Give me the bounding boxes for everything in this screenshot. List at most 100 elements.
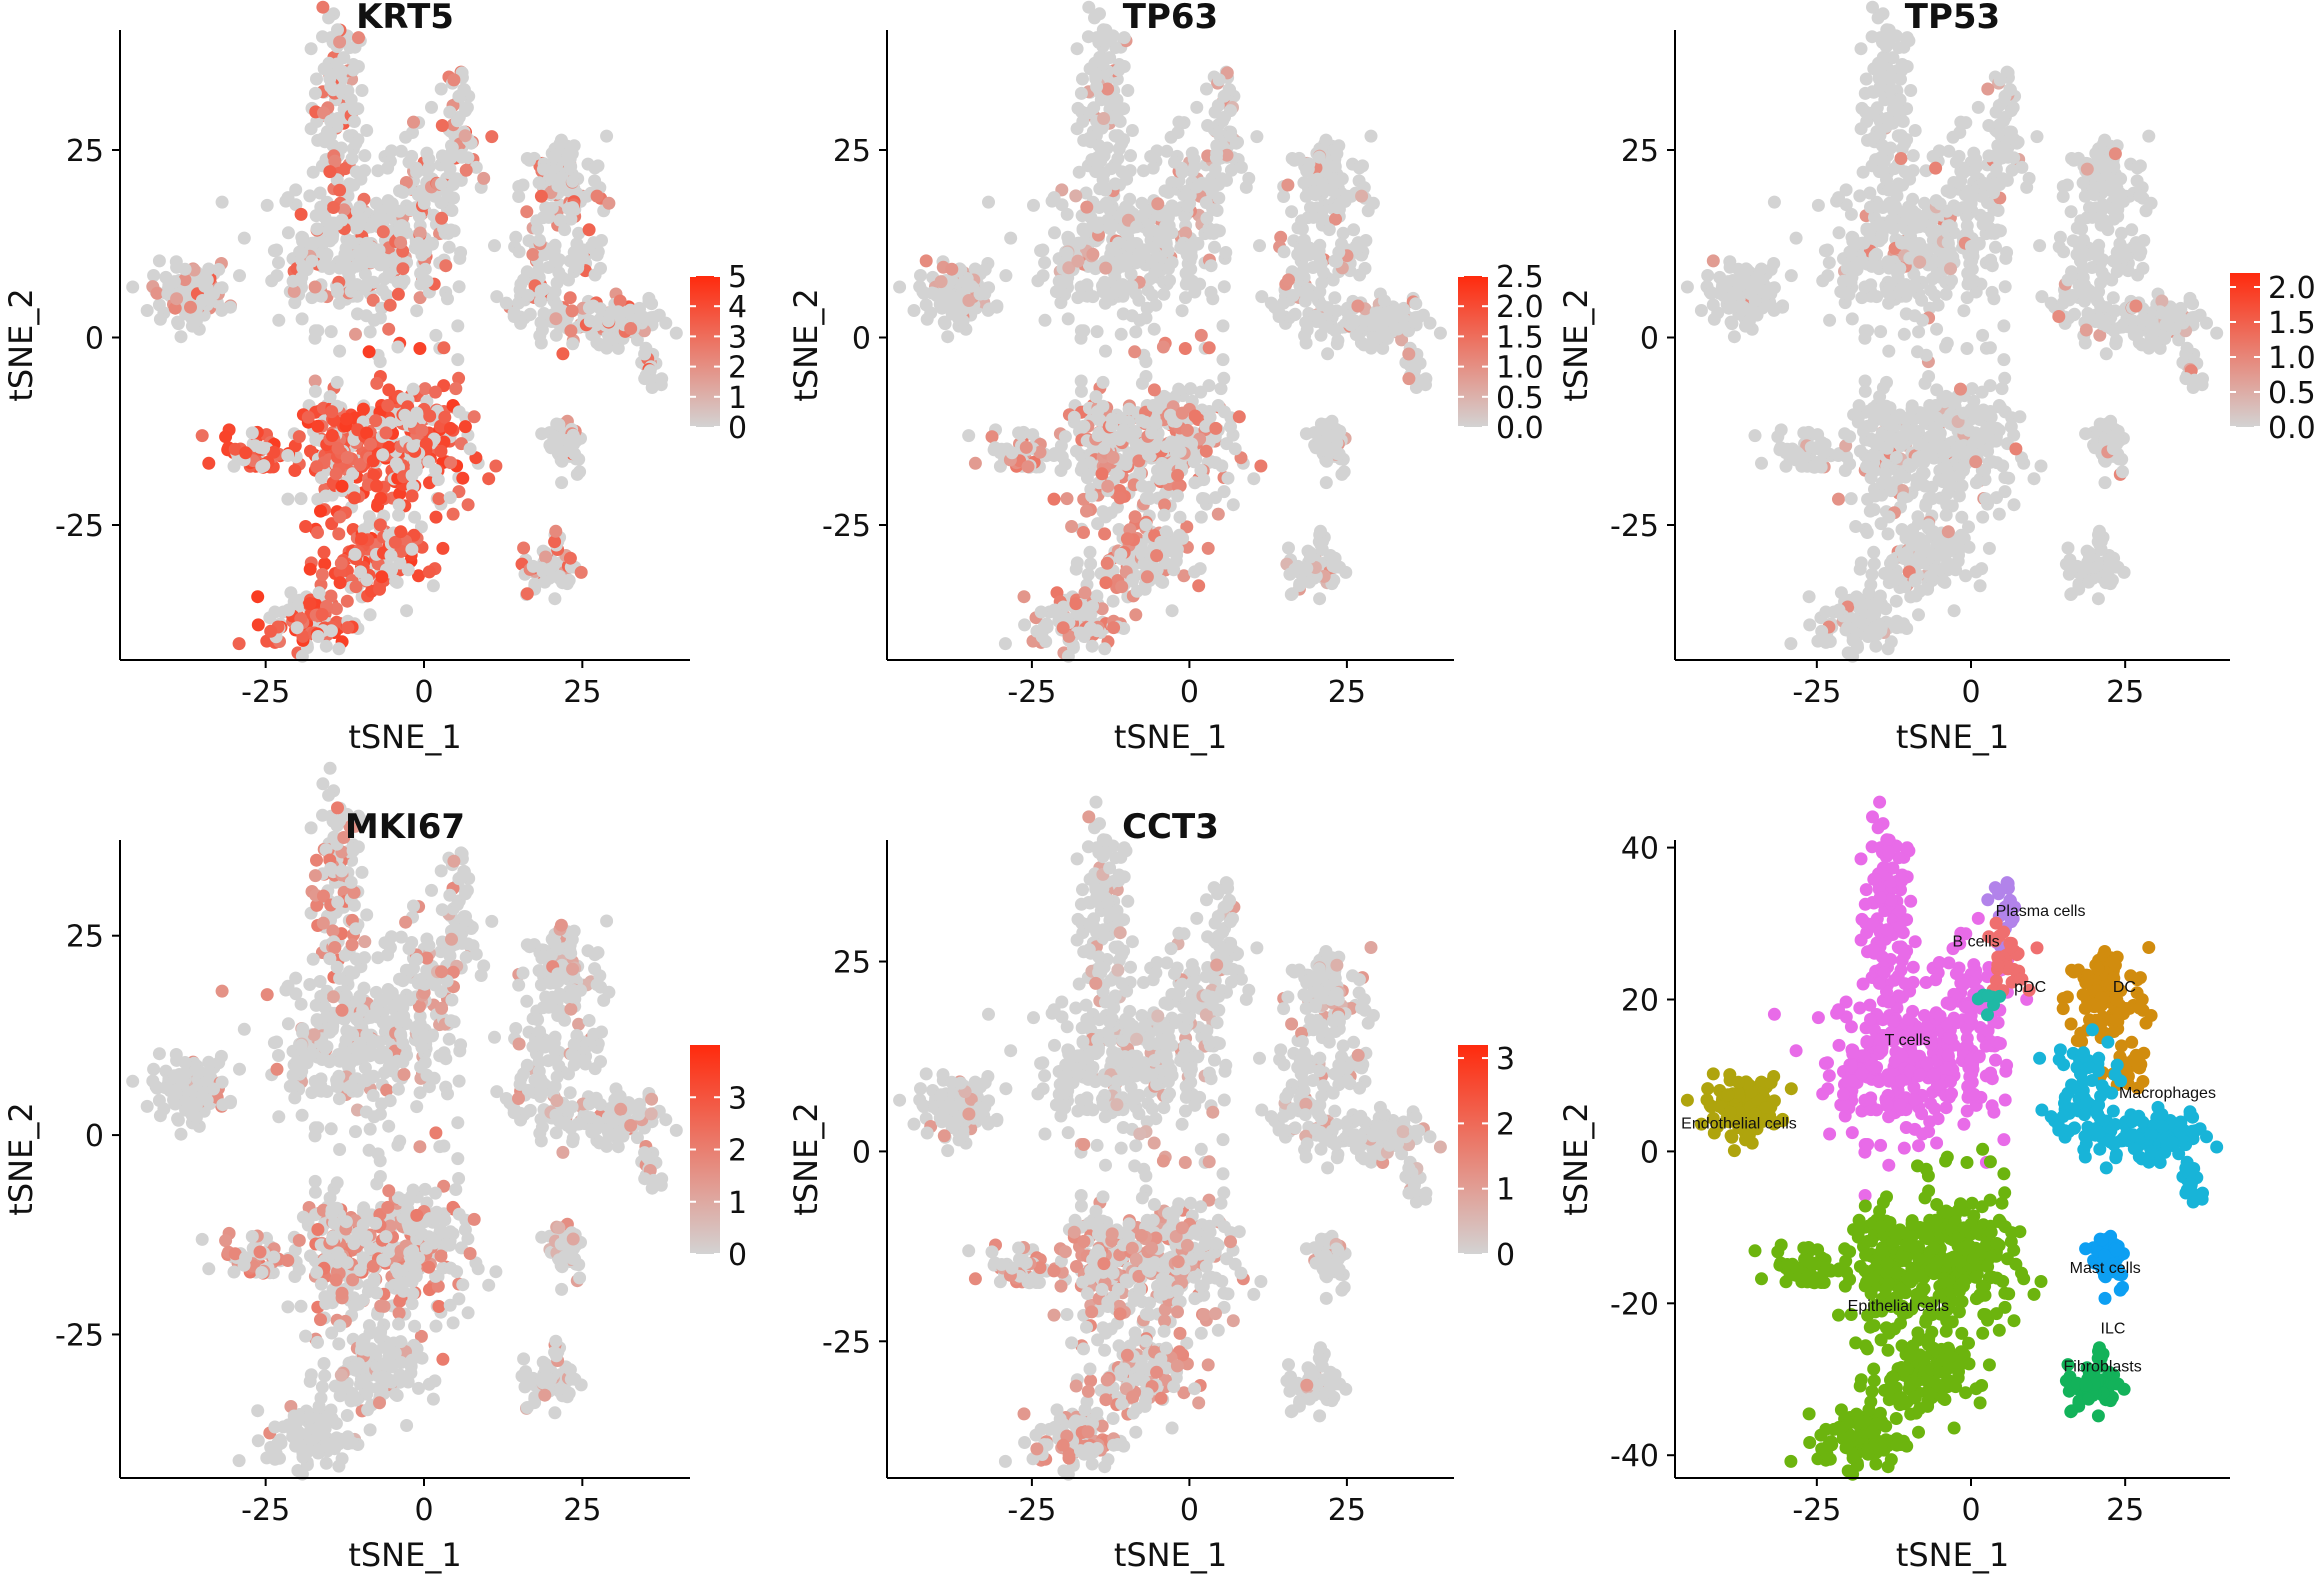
cell-point	[2156, 306, 2169, 320]
cell-point	[1723, 292, 1737, 306]
cell-point	[1157, 287, 1171, 301]
cell-point	[1036, 269, 1050, 283]
cell-point	[1138, 243, 1152, 257]
cell-point	[1931, 298, 1945, 312]
cell-point	[1864, 471, 1878, 485]
cell-point	[1312, 150, 1326, 164]
cell-point	[311, 419, 325, 433]
cell-point	[2098, 133, 2112, 147]
cell-point	[2004, 129, 2018, 143]
cell-point	[2109, 174, 2123, 188]
cell-point	[1165, 604, 1179, 618]
cell-point	[281, 449, 295, 462]
cell-point	[2173, 311, 2187, 325]
cell-point	[2129, 299, 2143, 313]
cell-point	[429, 510, 443, 524]
cell-point	[1987, 292, 2001, 306]
cell-point	[376, 225, 390, 239]
cell-point	[314, 504, 327, 518]
cell-point	[982, 302, 996, 316]
cell-point	[587, 236, 601, 250]
cell-point	[1759, 287, 1773, 301]
cell-point	[1882, 296, 1896, 310]
cell-point	[482, 472, 496, 486]
cell-point	[573, 465, 587, 479]
cell-point	[408, 510, 422, 524]
cell-point	[1089, 165, 1103, 179]
cell-point	[1319, 476, 1333, 490]
cell-point	[1250, 130, 1264, 144]
legend-tick-label: 2.0	[1496, 290, 1544, 325]
cell-point	[396, 185, 410, 199]
legend-tick-label: 0	[728, 411, 747, 446]
cell-point	[1906, 149, 1920, 163]
cell-point	[332, 296, 346, 310]
y-axis-title: tSNE_2	[2, 288, 40, 401]
cell-point	[1209, 456, 1223, 470]
cell-point	[425, 100, 438, 114]
cell-point	[315, 608, 329, 621]
cell-point	[1330, 201, 1344, 215]
cell-point	[1159, 525, 1173, 539]
cell-point	[333, 183, 347, 197]
cell-point	[1232, 410, 1246, 424]
cell-point	[367, 313, 381, 327]
legend-tick-label: 0.5	[1496, 381, 1544, 416]
cell-point	[346, 63, 360, 77]
cell-point	[380, 288, 394, 302]
cell-point	[1077, 526, 1090, 539]
cell-point	[354, 251, 368, 265]
cell-point	[2060, 178, 2074, 192]
cell-point	[1212, 224, 1226, 238]
cell-point	[1105, 412, 1119, 426]
cell-point	[325, 429, 339, 442]
cell-point	[290, 621, 304, 635]
cell-point	[1388, 322, 1402, 335]
cell-point	[1083, 545, 1097, 559]
cell-point	[352, 31, 365, 45]
cell-point	[2091, 150, 2105, 164]
cell-point	[1737, 300, 1751, 314]
cell-point	[1851, 410, 1865, 424]
cell-point	[1991, 146, 2005, 160]
cell-point	[360, 124, 374, 137]
cell-point	[1882, 261, 1896, 275]
cell-point	[534, 294, 547, 308]
cell-point	[1142, 225, 1156, 239]
cell-point	[1091, 405, 1105, 419]
cell-point	[264, 624, 278, 638]
cell-point	[523, 307, 537, 321]
cell-point	[1300, 561, 1314, 575]
cell-point	[1985, 259, 1999, 273]
cell-point	[2108, 304, 2122, 318]
cell-point	[349, 327, 362, 341]
cell-point	[329, 467, 343, 481]
cell-point	[147, 269, 161, 282]
cell-point	[1319, 133, 1333, 147]
cell-point	[1151, 197, 1165, 211]
cell-point	[1004, 231, 1018, 245]
cell-point	[564, 212, 578, 226]
cell-point	[1844, 492, 1858, 506]
cell-point	[1367, 331, 1381, 345]
cell-point	[1224, 104, 1237, 118]
cell-point	[572, 226, 586, 240]
cell-point	[1882, 183, 1896, 197]
cell-point	[267, 244, 281, 258]
cell-point	[1328, 291, 1342, 305]
cell-point	[245, 426, 259, 440]
cell-point	[1282, 541, 1295, 555]
cell-point	[1822, 256, 1836, 270]
cell-point	[1077, 630, 1091, 643]
cell-point	[318, 210, 332, 224]
cell-point	[2106, 291, 2120, 305]
cell-point	[1951, 203, 1964, 217]
cell-point	[195, 294, 209, 307]
cell-point	[1201, 119, 1215, 132]
cell-point	[1216, 114, 1230, 128]
cell-point	[435, 211, 449, 225]
legend-tick-label: 2	[728, 351, 747, 386]
cell-point	[303, 597, 317, 611]
cell-point	[1047, 191, 1061, 205]
cell-point	[1124, 149, 1137, 163]
